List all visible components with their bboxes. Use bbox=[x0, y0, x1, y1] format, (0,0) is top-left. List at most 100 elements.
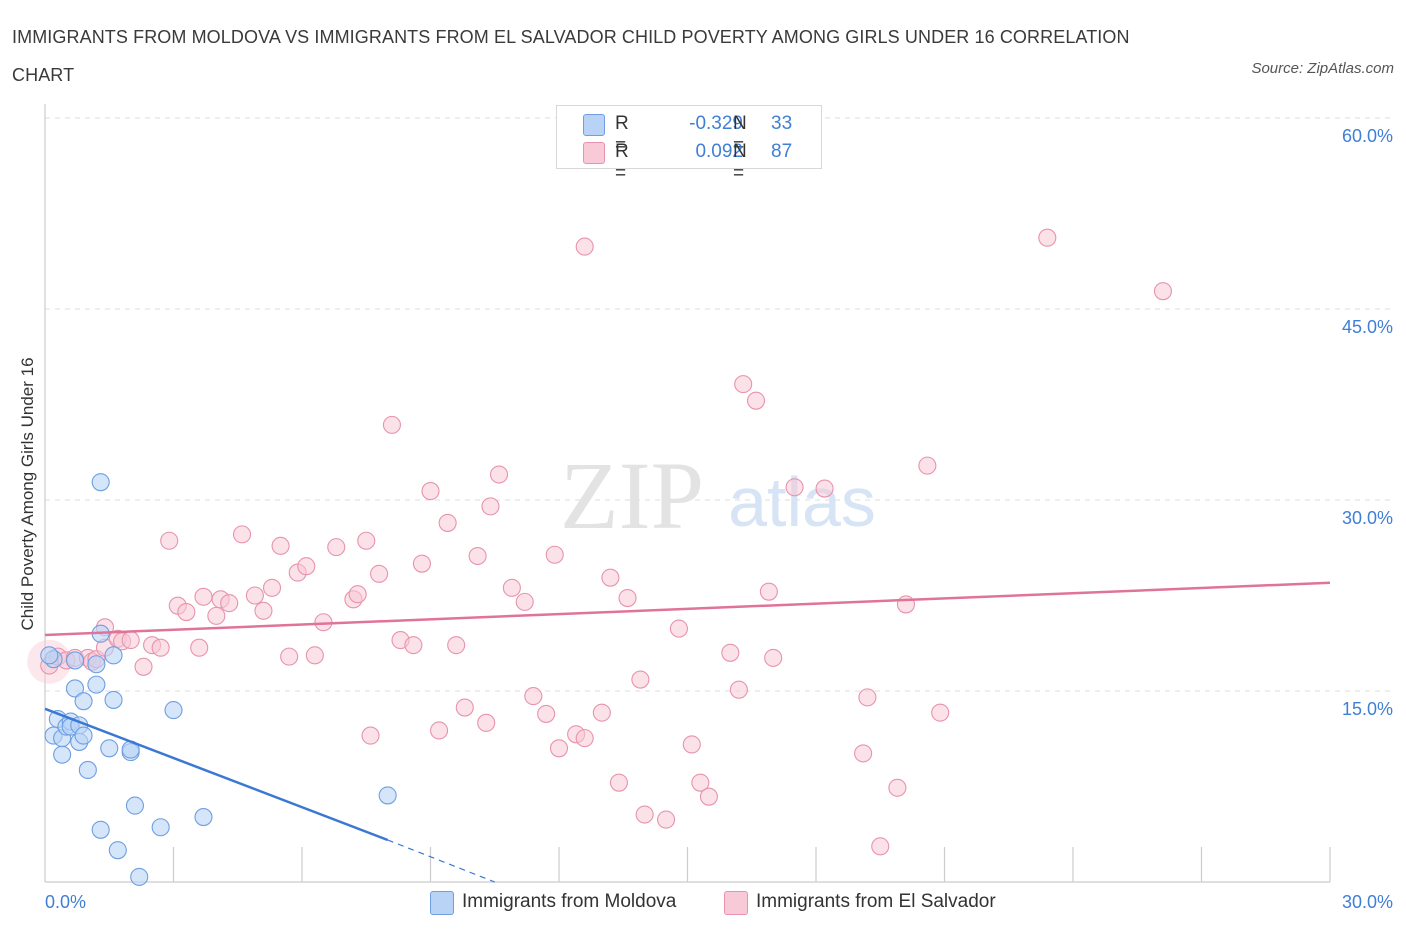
el-salvador-point bbox=[194, 587, 213, 606]
el-salvador-point bbox=[669, 619, 688, 638]
el-salvador-point bbox=[489, 465, 509, 484]
x-tick-label: 0.0% bbox=[45, 892, 86, 912]
watermark-atlas: atlas bbox=[728, 463, 876, 541]
n-value: 33 bbox=[771, 113, 793, 134]
el-salvador-point bbox=[858, 688, 877, 707]
el-salvador-point bbox=[545, 545, 564, 564]
el-salvador-point bbox=[438, 513, 457, 532]
el-salvador-point bbox=[888, 778, 907, 797]
r-label: R = bbox=[615, 113, 629, 156]
el-salvador-point bbox=[357, 531, 376, 550]
el-salvador-point bbox=[271, 536, 290, 555]
moldova-point bbox=[78, 760, 97, 779]
moldova-point bbox=[378, 786, 397, 805]
el-salvador-point bbox=[657, 810, 676, 829]
el-salvador-point bbox=[245, 586, 264, 605]
el-salvador-point bbox=[160, 531, 179, 550]
y-tick-label: 60.0% bbox=[1342, 126, 1393, 146]
el-salvador-point bbox=[592, 703, 611, 722]
moldova-swatch bbox=[583, 114, 605, 136]
moldova-point bbox=[87, 675, 106, 694]
moldova-point bbox=[104, 646, 123, 665]
el-salvador-point bbox=[931, 703, 950, 722]
moldova-point bbox=[65, 651, 85, 670]
el-salvador-trendline bbox=[44, 581, 1331, 637]
el-salvador-point bbox=[734, 375, 753, 394]
el-salvador-point bbox=[871, 837, 890, 856]
el-salvador-point bbox=[421, 482, 440, 501]
grid bbox=[45, 117, 1390, 692]
x-tick-label: 30.0% bbox=[1342, 892, 1393, 912]
correlation-legend: R = -0.329 N = 33 R = 0.092 N = 87 bbox=[556, 105, 822, 184]
y-tick-label: 30.0% bbox=[1342, 508, 1393, 528]
el-salvador-point bbox=[134, 657, 153, 676]
el-salvador-point bbox=[854, 744, 873, 763]
y-tick-label: 45.0% bbox=[1342, 317, 1393, 337]
legend-label: Immigrants from Moldova bbox=[462, 891, 677, 912]
el-salvador-point bbox=[896, 595, 916, 614]
el-salvador-swatch bbox=[583, 142, 605, 164]
legend-label: Immigrants from El Salvador bbox=[756, 891, 996, 912]
moldova-point bbox=[130, 867, 149, 886]
r-value: 0.092 bbox=[695, 141, 743, 162]
y-axis-label: Child Poverty Among Girls Under 16 bbox=[18, 357, 37, 630]
n-value: 87 bbox=[771, 141, 793, 162]
el-salvador-point bbox=[447, 636, 466, 655]
moldova-point bbox=[164, 701, 183, 720]
moldova-point bbox=[108, 841, 127, 860]
el-salvador-point bbox=[918, 456, 937, 475]
el-salvador-point bbox=[151, 638, 170, 657]
moldova-swatch bbox=[430, 891, 454, 915]
moldova-point bbox=[53, 745, 72, 764]
el-salvador-point bbox=[575, 237, 594, 256]
el-salvador-point bbox=[190, 638, 209, 657]
el-salvador-point bbox=[232, 525, 252, 544]
n-label: N = bbox=[733, 113, 747, 156]
el-salvador-point bbox=[601, 568, 620, 587]
el-salvador-point bbox=[682, 735, 701, 754]
el-salvador-point bbox=[262, 578, 282, 597]
el-salvador-point bbox=[524, 687, 543, 706]
el-salvador-point bbox=[177, 603, 196, 622]
source-label: Source: ZipAtlas.com bbox=[1251, 60, 1394, 77]
el-salvador-point bbox=[207, 606, 226, 625]
el-salvador-point bbox=[515, 592, 534, 611]
el-salvador-point bbox=[297, 557, 316, 576]
el-salvador-point bbox=[121, 631, 140, 650]
el-salvador-point bbox=[468, 546, 487, 566]
moldova-point bbox=[104, 690, 123, 709]
moldova-point bbox=[74, 726, 93, 745]
el-salvador-point bbox=[254, 601, 273, 620]
el-salvador-point bbox=[1038, 228, 1057, 247]
el-salvador-point bbox=[382, 415, 402, 434]
y-tick-label: 15.0% bbox=[1342, 699, 1393, 719]
el-salvador-point bbox=[370, 564, 389, 583]
el-salvador-point bbox=[549, 739, 569, 758]
el-salvador-point bbox=[430, 721, 449, 740]
el-salvador-point bbox=[1153, 282, 1172, 301]
moldova-point bbox=[151, 818, 170, 837]
el-salvador-point bbox=[305, 646, 324, 665]
el-salvador-point bbox=[575, 729, 594, 748]
moldova-point bbox=[40, 646, 59, 665]
moldova-point bbox=[91, 820, 110, 839]
el-salvador-point bbox=[691, 773, 710, 792]
el-salvador-point bbox=[361, 726, 380, 745]
moldova-points bbox=[40, 473, 397, 886]
el-salvador-point bbox=[502, 578, 521, 597]
el-salvador-point bbox=[699, 787, 718, 806]
el-salvador-point bbox=[404, 636, 423, 655]
el-salvador-swatch bbox=[724, 891, 748, 915]
el-salvador-point bbox=[412, 554, 431, 573]
el-salvador-point bbox=[815, 479, 834, 498]
el-salvador-point bbox=[280, 647, 299, 666]
trendlines bbox=[44, 581, 1331, 883]
el-salvador-point bbox=[785, 478, 804, 497]
el-salvador-point bbox=[635, 805, 654, 824]
el-salvador-point bbox=[477, 713, 496, 732]
el-salvador-point bbox=[220, 594, 239, 613]
el-salvador-point bbox=[455, 698, 474, 717]
el-salvador-point bbox=[609, 773, 629, 792]
axes: 60.0% 45.0% 30.0% 15.0% 0.0% 30.0% bbox=[44, 104, 1393, 912]
el-salvador-point bbox=[746, 391, 766, 410]
